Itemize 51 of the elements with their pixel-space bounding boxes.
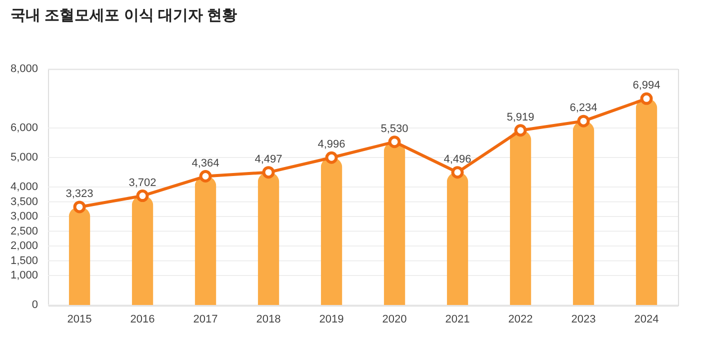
point [640,92,653,105]
data-label: 4,497 [254,153,282,166]
bar [68,206,90,305]
data-label: 4,996 [318,138,346,151]
x-tick-label: 2023 [571,314,596,326]
data-label: 4,496 [444,153,472,166]
chart-title: 국내 조혈모세포 이식 대기자 현황 [10,7,238,24]
y-tick-label: 3,500 [10,196,38,208]
y-tick-label: 0 [32,299,38,311]
point [199,170,212,182]
x-tick-label: 2016 [130,314,155,326]
point [136,190,149,202]
bar [510,130,532,305]
y-tick-label: 8,000 [10,63,38,75]
x-tick-label: 2015 [67,314,92,326]
bar [320,158,342,305]
point [514,124,527,137]
data-label: 5,530 [380,122,408,135]
x-tick-label: 2024 [634,314,659,326]
data-label: 3,702 [128,176,156,189]
bar [572,121,594,305]
x-tick-label: 2017 [193,314,218,326]
bar [194,176,216,305]
data-label: 6,234 [570,102,598,114]
bar [636,98,658,305]
y-tick-label: 1,500 [10,254,38,267]
bar [446,172,468,305]
y-tick-label: 3,000 [10,210,38,222]
bar [132,196,154,305]
y-tick-label: 2,000 [10,240,38,252]
point [577,114,590,128]
point [388,136,401,148]
x-tick-label: 2022 [508,314,533,326]
x-tick-label: 2021 [445,314,470,326]
x-tick-label: 2020 [382,314,407,326]
x-tick-label: 2018 [256,314,281,326]
data-label: 3,323 [66,188,94,200]
point [73,200,86,214]
x-tick-label: 2019 [319,314,344,326]
bar [258,172,280,305]
y-tick-label: 2,500 [10,225,38,238]
y-tick-label: 1,000 [10,270,38,282]
data-label: 5,919 [506,111,534,124]
point [451,166,464,179]
y-tick-label: 5,000 [10,152,38,164]
data-label: 4,364 [192,157,220,170]
point [262,166,275,179]
data-label: 6,994 [632,80,660,92]
point [325,151,338,164]
y-tick-label: 6,000 [10,122,38,134]
y-tick-label: 4,000 [10,181,38,193]
